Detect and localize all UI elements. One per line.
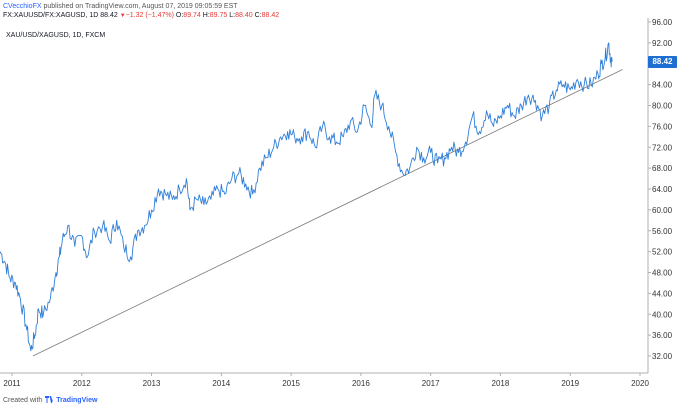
x-tick-label: 2016 xyxy=(352,379,370,388)
chart-legend: XAU/USD/XAGUSD, 1D, FXCM xyxy=(6,32,106,39)
y-tick-label: 52.00 xyxy=(652,248,673,257)
footer-prefix: Created with xyxy=(3,397,43,404)
y-tick-label: 60.00 xyxy=(652,206,673,215)
x-tick-label: 2015 xyxy=(282,379,300,388)
current-price: 88.42 xyxy=(100,12,118,19)
x-axis-ticks: 2011 2012 2013 2014 2015 2016 2017 2018 2019 2020 xyxy=(3,373,649,388)
symbol-label: FX:XAUUSD/FX:XAGUSD, 1D xyxy=(3,12,99,19)
x-tick-label: 2014 xyxy=(212,379,230,388)
ohlc-bar: FX:XAUUSD/FX:XAGUSD, 1D 88.42 ▼−1.32 (−1… xyxy=(3,11,279,21)
y-tick-label: 72.00 xyxy=(652,143,673,152)
y-tick-label: 84.00 xyxy=(652,81,673,90)
y-tick-label: 96.00 xyxy=(652,18,673,27)
high-label: H: xyxy=(202,12,210,19)
low-label: L: xyxy=(229,12,236,19)
close-value: 88.42 xyxy=(261,12,280,19)
y-tick-label: 80.00 xyxy=(652,102,673,111)
open-label: O: xyxy=(175,12,184,19)
price-series-line[interactable] xyxy=(0,42,613,352)
x-tick-label: 2017 xyxy=(422,379,440,388)
y-tick-label: 68.00 xyxy=(652,164,673,173)
price-change: −1.32 (−1.47%) xyxy=(125,12,174,19)
publish-text: published on TradingView.com, August 07,… xyxy=(43,3,238,10)
down-arrow-icon: ▼ xyxy=(119,13,126,19)
x-tick-label: 2019 xyxy=(561,379,579,388)
y-axis-ticks: 96.0092.0088.0084.0080.0076.0072.0068.00… xyxy=(648,18,673,361)
publish-info: CVecchioFX published on TradingView.com,… xyxy=(3,2,238,11)
y-tick-label: 44.00 xyxy=(652,289,673,298)
y-tick-label: 76.00 xyxy=(652,122,673,131)
x-tick-label: 2018 xyxy=(492,379,510,388)
footer: Created with TradingView xyxy=(3,396,97,404)
author-link[interactable]: CVecchioFX xyxy=(3,3,42,10)
y-tick-label: 92.00 xyxy=(652,39,673,48)
high-value: 89.75 xyxy=(209,12,228,19)
low-value: 88.40 xyxy=(235,12,253,19)
x-tick-label: 2011 xyxy=(3,379,21,388)
y-tick-label: 64.00 xyxy=(652,185,673,194)
y-tick-label: 48.00 xyxy=(652,269,673,278)
x-tick-label: 2020 xyxy=(631,379,649,388)
y-tick-label: 36.00 xyxy=(652,331,673,340)
close-label: C: xyxy=(254,12,262,19)
footer-brand[interactable]: TradingView xyxy=(56,397,98,404)
tradingview-logo-icon xyxy=(45,396,55,403)
trendline[interactable] xyxy=(32,69,623,357)
x-tick-label: 2012 xyxy=(73,379,91,388)
x-tick-label: 2013 xyxy=(143,379,161,388)
y-tick-label: 32.00 xyxy=(652,352,673,361)
y-tick-label: 40.00 xyxy=(652,310,673,319)
open-value: 89.74 xyxy=(183,12,201,19)
y-tick-label: 56.00 xyxy=(652,227,673,236)
last-price-badge: 88.42 xyxy=(648,55,677,68)
